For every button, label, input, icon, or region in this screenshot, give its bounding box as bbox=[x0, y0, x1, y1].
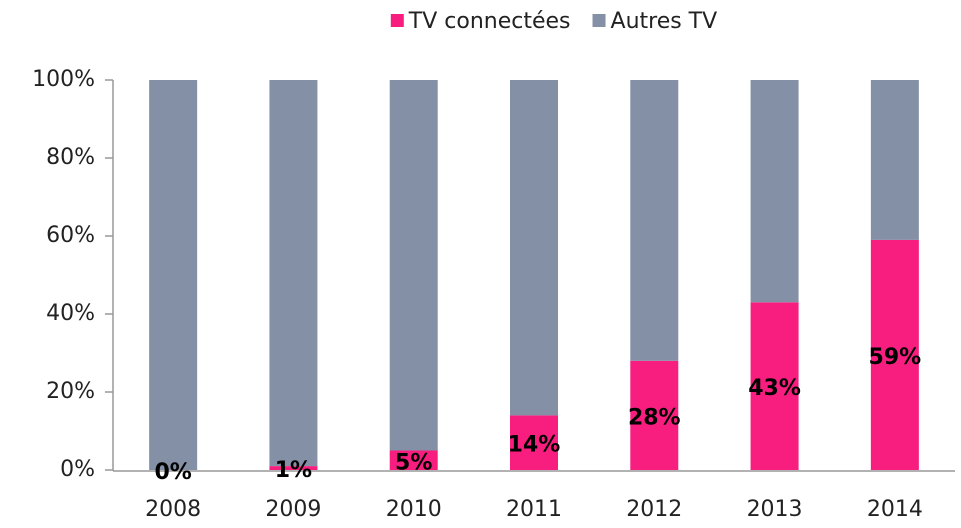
bar-segment bbox=[750, 80, 799, 303]
y-tick-label: 60% bbox=[46, 223, 95, 248]
bar-segment bbox=[510, 415, 558, 470]
y-tick-label: 100% bbox=[32, 67, 95, 92]
bar-segment bbox=[389, 450, 438, 470]
x-tick-label: 2011 bbox=[506, 497, 562, 522]
legend-label: Autres TV bbox=[611, 9, 718, 34]
legend-swatch bbox=[390, 14, 404, 27]
data-label: 0% bbox=[154, 460, 191, 485]
bar-segment bbox=[510, 80, 558, 416]
bar-segment bbox=[149, 80, 198, 470]
x-tick-label: 2014 bbox=[867, 497, 923, 522]
data-label: 14% bbox=[508, 433, 561, 458]
y-tick-label: 80% bbox=[46, 145, 95, 170]
y-tick-label: 20% bbox=[46, 379, 95, 404]
bar-segment bbox=[870, 80, 919, 240]
x-tick-label: 2010 bbox=[386, 497, 442, 522]
data-label: 28% bbox=[628, 405, 681, 430]
bar-segment bbox=[389, 80, 438, 451]
data-label: 5% bbox=[395, 450, 432, 475]
legend-label: TV connectées bbox=[408, 9, 571, 34]
y-tick-label: 40% bbox=[46, 301, 95, 326]
x-tick-label: 2013 bbox=[747, 497, 803, 522]
bar-segment bbox=[630, 80, 679, 361]
bar-segment bbox=[870, 239, 919, 470]
bar-segment bbox=[750, 302, 799, 470]
data-label: 43% bbox=[748, 376, 801, 401]
data-label: 1% bbox=[275, 458, 312, 483]
legend-swatch bbox=[592, 14, 606, 27]
y-tick-label: 0% bbox=[60, 457, 95, 482]
bar-segment bbox=[269, 80, 318, 467]
bar-segment bbox=[269, 466, 318, 470]
bar-segment bbox=[630, 360, 679, 470]
x-tick-label: 2012 bbox=[626, 497, 682, 522]
data-label: 59% bbox=[869, 345, 922, 370]
x-tick-label: 2008 bbox=[145, 497, 201, 522]
x-tick-label: 2009 bbox=[265, 497, 321, 522]
